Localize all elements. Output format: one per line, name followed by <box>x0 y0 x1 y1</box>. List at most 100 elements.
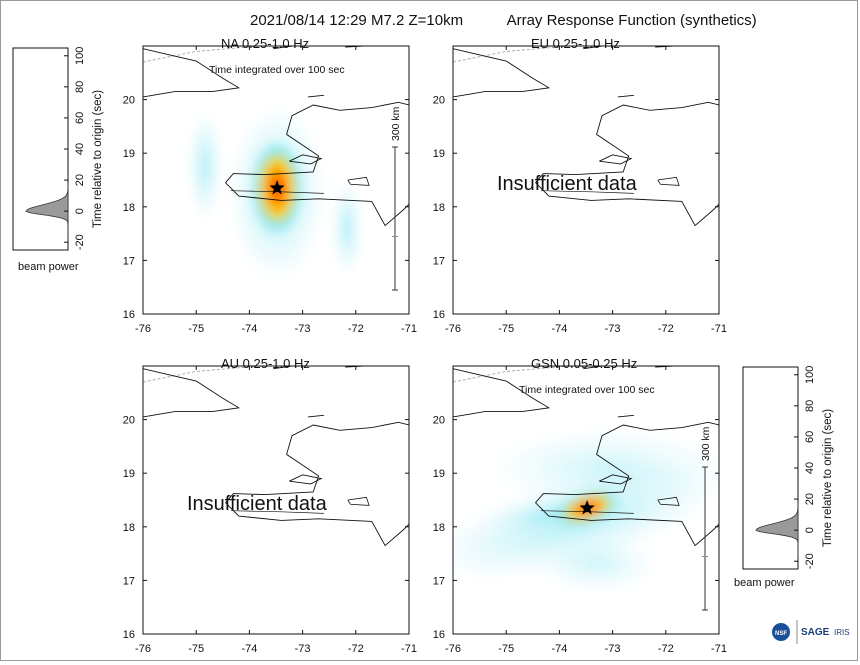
beam-power-frame <box>742 366 799 570</box>
beam-tick-label: 40 <box>74 143 86 155</box>
lake-outline <box>347 496 370 506</box>
coastline-hispaniola <box>535 101 719 227</box>
beam-tick-label: 80 <box>804 400 816 412</box>
epicenter-star <box>579 500 595 515</box>
coastline-cuba <box>143 48 241 98</box>
y-tick-label: 20 <box>433 95 445 107</box>
plate-boundary-line <box>143 46 271 63</box>
y-tick-label: 17 <box>123 255 135 267</box>
y-tick-label: 17 <box>123 575 135 587</box>
coastline-tortuga <box>307 94 324 98</box>
panel-title: GSN 0.05-0.25 Hz <box>531 356 637 371</box>
coastline-jamaica <box>453 510 454 511</box>
lake-outline <box>657 496 680 506</box>
beam-tick-label: 20 <box>804 493 816 505</box>
coastline-tortuga <box>617 94 634 98</box>
beam-tick-label: -20 <box>74 234 86 250</box>
beam-power-caption: beam power <box>18 261 79 273</box>
beam-power-frame <box>12 47 69 251</box>
panel-map-3 <box>143 366 409 547</box>
y-tick-label: 19 <box>433 468 445 480</box>
coastline-tortuga <box>617 414 634 418</box>
lake-outline <box>347 176 370 186</box>
panel-title: NA 0.25-1.0 Hz <box>221 36 309 51</box>
beam-tick-label: 20 <box>74 174 86 186</box>
x-tick-label: -76 <box>445 643 461 655</box>
y-tick-label: 19 <box>433 148 445 160</box>
coastline-cuba <box>453 48 551 98</box>
x-tick-label: -71 <box>401 643 417 655</box>
panel-frame <box>142 365 410 635</box>
x-tick-label: -76 <box>135 323 151 335</box>
sage-logo-text: SAGE <box>801 627 830 638</box>
x-tick-label: -72 <box>348 323 364 335</box>
y-tick-label: 19 <box>123 148 135 160</box>
y-tick-label: 19 <box>123 468 135 480</box>
panel-3: -76 -75 -74 -73 -72 -71 16 17 18 19 20 AU 0.25-1.0 … <box>123 356 417 655</box>
beam-power-inset-2: -20 0 20 40 60 80 100 Time relative to origin (… <box>734 366 834 589</box>
beam-power-trace <box>25 183 69 240</box>
x-tick-label: -73 <box>605 323 621 335</box>
beam-tick-label: 100 <box>74 47 86 65</box>
panel-frame <box>452 365 720 635</box>
coastline-gonave <box>599 474 633 485</box>
x-tick-label: -76 <box>445 323 461 335</box>
x-tick-label: -75 <box>188 323 204 335</box>
y-tick-label: 18 <box>433 522 445 534</box>
lake-outline <box>657 176 680 186</box>
heat-sidelobe <box>333 180 362 277</box>
y-tick-label: 20 <box>433 415 445 427</box>
heat-sidelobe <box>189 111 222 222</box>
x-tick-label: -75 <box>498 323 514 335</box>
panel-annotation: Time integrated over 100 sec <box>519 384 655 396</box>
figure-title: 2021/08/14 12:29 M7.2 Z=10km Array Respo… <box>250 12 757 29</box>
beam-power-inset-1: -20 0 20 40 60 80 100 Time relative to origin (… <box>12 47 104 273</box>
y-tick-label: 16 <box>433 309 445 321</box>
coastline-cuba <box>453 368 551 418</box>
x-tick-label: -71 <box>711 323 727 335</box>
coastline-cuba <box>143 368 241 418</box>
beam-tick-label: 60 <box>74 112 86 124</box>
y-tick-label: 16 <box>433 629 445 641</box>
x-tick-label: -75 <box>188 643 204 655</box>
coastline-jamaica <box>143 190 144 191</box>
fault-line <box>230 190 324 194</box>
coastline-hispaniola <box>225 421 409 547</box>
coastline-jamaica <box>453 190 454 191</box>
y-tick-label: 16 <box>123 629 135 641</box>
fault-line <box>540 510 634 514</box>
y-tick-label: 18 <box>433 202 445 214</box>
event-title: 2021/08/14 12:29 M7.2 Z=10km <box>250 12 464 29</box>
iris-logo-text: IRIS <box>834 628 850 637</box>
coastline-hispaniola <box>535 421 719 547</box>
beam-tick-label: -20 <box>804 553 816 569</box>
panel-2: -76 -75 -74 -73 -72 -71 16 17 18 19 20 EU 0.25-1.0 … <box>433 36 727 335</box>
x-tick-label: -71 <box>401 323 417 335</box>
panel-4: -76 -75 -74 -73 -72 -71 16 17 18 19 20 GSN 0.05-0.2… <box>433 356 727 655</box>
beam-power-trace <box>755 502 799 559</box>
scale-label: 300 km <box>700 426 712 461</box>
panel-map-1 <box>143 46 409 282</box>
plate-boundary-line <box>453 366 581 383</box>
panel-annotation: Time integrated over 100 sec <box>209 64 345 76</box>
x-tick-label: -76 <box>135 643 151 655</box>
beam-axis-label: Time relative to origin (sec) <box>92 90 104 228</box>
panel-map-2 <box>453 46 719 227</box>
x-tick-label: -74 <box>551 643 567 655</box>
x-tick-label: -74 <box>551 323 567 335</box>
fault-line <box>230 510 324 514</box>
heat-sidelobe <box>537 533 658 594</box>
x-tick-label: -75 <box>498 643 514 655</box>
fault-line <box>540 190 634 194</box>
coastline-tortuga <box>307 414 324 418</box>
beam-tick-label: 40 <box>804 462 816 474</box>
x-tick-label: -74 <box>241 643 257 655</box>
x-tick-label: -73 <box>605 643 621 655</box>
panel-frame <box>142 45 410 315</box>
insufficient-data-message: Insufficient data <box>187 493 328 515</box>
x-tick-label: -72 <box>658 643 674 655</box>
x-tick-label: -73 <box>295 643 311 655</box>
x-tick-label: -72 <box>658 323 674 335</box>
